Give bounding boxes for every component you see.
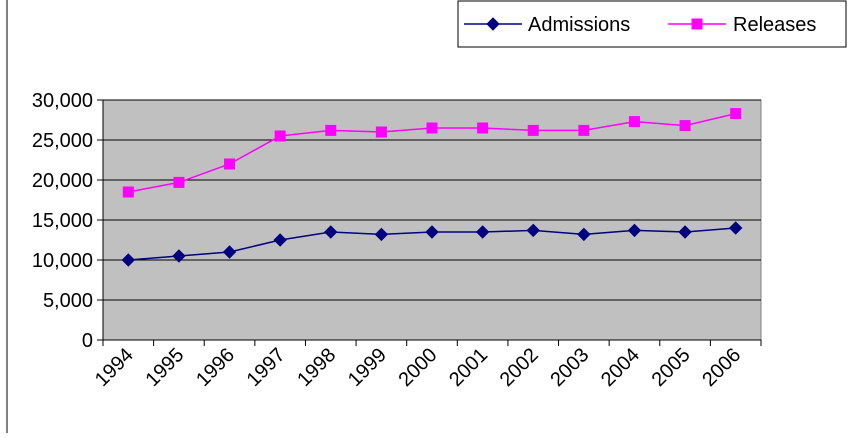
data-point [728,221,743,235]
x-tick-label: 2002 [496,344,543,391]
y-tick-label: 10,000 [32,250,93,272]
data-point [224,158,236,170]
x-tick-label: 2006 [698,344,745,391]
x-tick-label: 2000 [395,344,442,391]
data-point [172,249,186,263]
x-tick-label: 1995 [141,344,188,391]
data-point [627,223,642,238]
legend-marker [691,18,703,30]
data-point [173,176,185,188]
data-point [477,122,489,134]
data-point [526,223,540,238]
legend: Admissions Releases [457,0,847,48]
x-tick-label: 2004 [597,344,644,391]
data-point [628,116,640,128]
legend-label: Releases [733,14,816,36]
legend-label: Admissions [528,14,630,36]
data-point [730,108,742,120]
data-point [222,245,237,259]
legend-box [457,0,847,48]
y-tick-label: 30,000 [32,90,93,112]
data-point [578,124,590,136]
y-tick-label: 15,000 [32,210,93,232]
series-layer [121,108,743,267]
gridlines [103,99,761,301]
data-point [273,233,287,247]
legend-marker [486,17,500,31]
data-point [325,124,337,136]
x-tick-label: 2001 [445,344,492,391]
data-point [527,124,539,136]
data-point [274,130,286,142]
x-tick-label: 1996 [192,344,239,391]
y-tick-label: 20,000 [32,170,93,192]
x-tick-label: 1998 [293,344,340,391]
data-point [577,227,591,242]
x-tick-label: 1999 [344,344,391,391]
data-point [121,253,136,267]
data-point [679,120,691,132]
data-point [374,227,389,242]
data-point [425,225,439,239]
data-point [475,225,490,239]
data-point [426,122,438,134]
x-tick-label: 1997 [243,344,290,391]
data-point [324,225,338,239]
y-tick-label: 5,000 [43,290,93,312]
x-tick-label: 2005 [648,344,695,391]
y-tick-label: 0 [82,330,93,352]
x-tick-label: 2003 [546,344,593,391]
data-point [375,126,387,138]
data-point [678,225,692,239]
y-tick-label: 25,000 [32,130,93,152]
data-point [122,186,134,198]
x-tick-label: 1994 [91,344,138,391]
